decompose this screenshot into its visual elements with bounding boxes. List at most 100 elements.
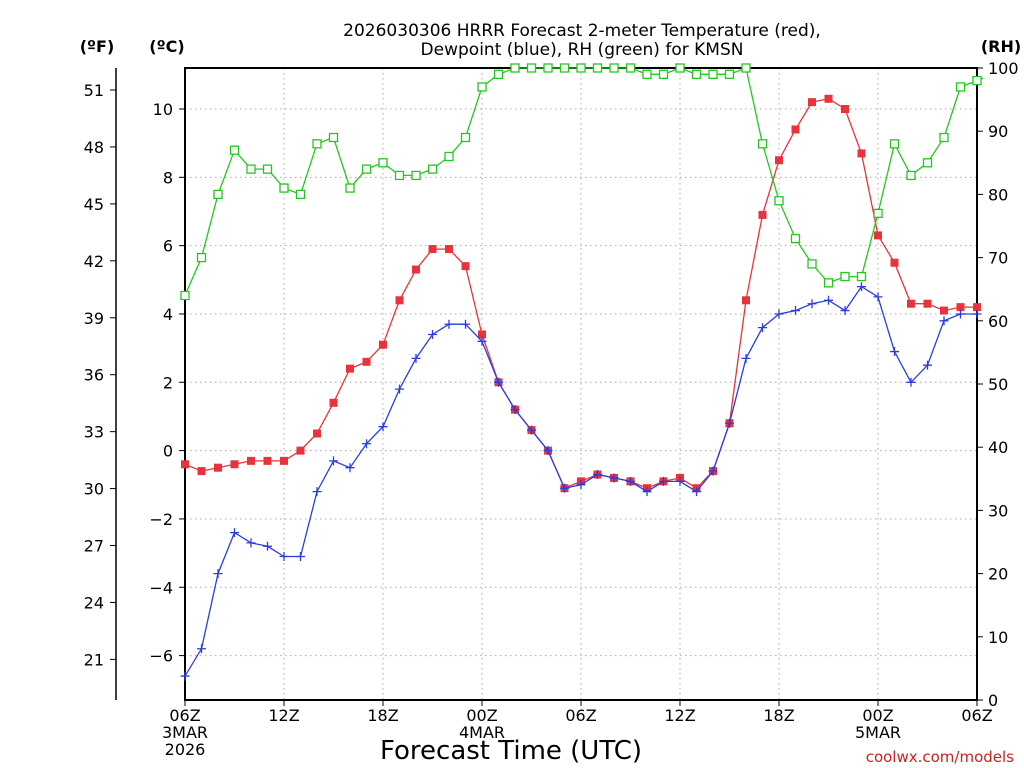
celsius-tick-label: −2 bbox=[149, 510, 173, 529]
rh-point bbox=[823, 278, 834, 288]
fahrenheit-tick-label: 36 bbox=[84, 366, 104, 385]
rh-point bbox=[477, 82, 487, 92]
x-tick-label: 06Z bbox=[961, 706, 992, 725]
dewpoint-point bbox=[857, 282, 866, 292]
rh-point bbox=[213, 189, 223, 200]
rh-point bbox=[840, 271, 850, 282]
fahrenheit-tick-label: 27 bbox=[84, 537, 104, 556]
temperature-point bbox=[296, 446, 305, 455]
temperature-point bbox=[412, 265, 420, 274]
dewpoint-point bbox=[329, 456, 338, 466]
rh-point bbox=[939, 132, 949, 143]
rh-point bbox=[262, 164, 273, 174]
rh-point bbox=[774, 196, 784, 206]
rh-point bbox=[394, 170, 405, 181]
rh-tick-label: 60 bbox=[988, 312, 1008, 331]
rh-series bbox=[180, 63, 983, 301]
rh-point bbox=[889, 139, 900, 149]
chart-title-line-2: Dewpoint (blue), RH (green) for KMSN bbox=[421, 40, 744, 60]
rh-point bbox=[460, 132, 471, 143]
rh-point bbox=[741, 63, 751, 73]
temperature-point bbox=[461, 262, 470, 271]
fahrenheit-tick-label: 42 bbox=[84, 252, 104, 271]
celsius-tick-label: 2 bbox=[163, 373, 173, 392]
x-tick-label: 2026 bbox=[165, 740, 206, 759]
fahrenheit-tick-label: 39 bbox=[84, 309, 104, 328]
rh-point bbox=[526, 63, 537, 73]
dewpoint-point bbox=[197, 644, 206, 654]
rh-tick-label: 10 bbox=[988, 628, 1008, 647]
dewpoint-point bbox=[675, 476, 685, 486]
dewpoint-point bbox=[378, 422, 388, 432]
dewpoint-point bbox=[246, 538, 256, 548]
fahrenheit-tick-label: 24 bbox=[84, 593, 104, 612]
dewpoint-point bbox=[560, 483, 569, 493]
rh-point bbox=[361, 164, 372, 174]
temperature-point bbox=[775, 156, 783, 165]
dewpoint-point bbox=[840, 306, 850, 316]
temperature-point bbox=[956, 303, 965, 312]
temperature-point bbox=[824, 94, 833, 103]
dewpoint-point bbox=[180, 671, 190, 681]
rh-point bbox=[807, 259, 817, 269]
celsius-tick-label: 8 bbox=[163, 168, 173, 187]
x-tick-label: 18Z bbox=[763, 706, 794, 725]
rh-point bbox=[295, 189, 306, 200]
x-tick-label: 00Z bbox=[862, 706, 893, 725]
fahrenheit-tick-label: 33 bbox=[84, 423, 104, 442]
temperature-point bbox=[346, 364, 354, 373]
rh-line bbox=[184, 67, 983, 296]
rh-point bbox=[873, 208, 883, 219]
rh-tick-label: 70 bbox=[988, 249, 1008, 268]
temperature-point bbox=[313, 429, 321, 438]
rh-point bbox=[922, 158, 933, 168]
rh-point bbox=[955, 82, 966, 92]
dewpoint-point bbox=[758, 323, 767, 333]
x-axis-label: Forecast Time (UTC) bbox=[380, 736, 642, 766]
temperature-point bbox=[857, 149, 866, 158]
dewpoint-point bbox=[527, 425, 536, 435]
dewpoint-point bbox=[345, 463, 355, 473]
rh-point bbox=[609, 63, 619, 73]
celsius-unit-label: (ºC) bbox=[149, 37, 184, 56]
temperature-point bbox=[890, 258, 899, 267]
temperature-point bbox=[181, 460, 189, 469]
x-tick-label: 3MAR bbox=[162, 723, 208, 742]
dewpoint-point bbox=[807, 299, 817, 309]
dewpoint-point bbox=[213, 569, 223, 579]
data-series bbox=[180, 63, 983, 681]
dewpoint-point bbox=[824, 295, 833, 305]
dewpoint-point bbox=[296, 552, 305, 562]
rh-point bbox=[246, 164, 256, 174]
temperature-point bbox=[742, 296, 750, 305]
rh-point bbox=[493, 69, 504, 79]
dewpoint-point bbox=[692, 487, 701, 497]
fahrenheit-tick-label: 30 bbox=[84, 480, 104, 499]
rh-point bbox=[757, 139, 768, 149]
rh-point bbox=[724, 69, 735, 79]
x-tick-label: 06Z bbox=[169, 706, 200, 725]
temperature-point bbox=[791, 125, 800, 134]
dewpoint-point bbox=[362, 439, 371, 449]
rh-point bbox=[510, 63, 520, 73]
rh-point bbox=[444, 151, 454, 162]
dewpoint-point bbox=[494, 377, 503, 387]
temperature-point bbox=[395, 296, 404, 305]
rh-point bbox=[328, 132, 339, 143]
temperature-point bbox=[973, 303, 981, 312]
dewpoint-point bbox=[395, 384, 404, 394]
temperature-point bbox=[445, 245, 453, 254]
celsius-tick-label: 6 bbox=[163, 237, 173, 256]
celsius-tick-label: 4 bbox=[163, 305, 173, 324]
dewpoint-point bbox=[890, 347, 899, 357]
dewpoint-point bbox=[791, 306, 800, 316]
dewpoint-point bbox=[725, 418, 734, 428]
temperature-point bbox=[874, 231, 882, 240]
temperature-point bbox=[907, 299, 915, 308]
x-tick-label: 18Z bbox=[367, 706, 398, 725]
dewpoint-point bbox=[279, 552, 289, 562]
rh-unit-label: (RH) bbox=[981, 37, 1021, 56]
rh-tick-label: 80 bbox=[988, 185, 1008, 204]
rh-tick-label: 100 bbox=[988, 59, 1019, 78]
